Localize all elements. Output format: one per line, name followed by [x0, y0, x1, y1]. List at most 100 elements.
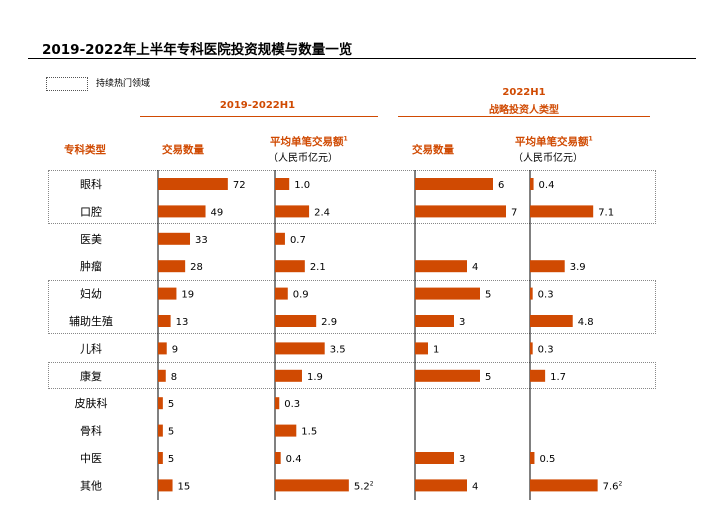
data-label-count-left: 19	[181, 290, 194, 301]
category-label: 骨科	[80, 424, 102, 438]
bar-avg-right	[530, 369, 546, 382]
bar-avg-left	[275, 479, 349, 492]
bar-avg-right	[530, 260, 565, 273]
data-label-avg-left: 0.4	[286, 454, 302, 465]
header-avg-left-unit: （人民币亿元）	[268, 153, 338, 164]
bar-count-right	[415, 260, 467, 273]
category-label: 皮肤科	[75, 396, 108, 410]
bar-count-left	[158, 397, 163, 410]
bar-avg-left	[275, 369, 302, 382]
data-label-avg-left: 1.9	[307, 372, 323, 383]
bar-count-right	[415, 205, 506, 218]
header-avg-left: 平均单笔交易额1	[270, 134, 348, 149]
bar-avg-right	[530, 452, 535, 464]
bar-count-right	[415, 342, 428, 355]
data-label-avg-right: 0.3	[538, 290, 554, 301]
data-label-avg-right: 7.62	[603, 480, 623, 492]
bar-avg-right	[530, 342, 533, 355]
bar-count-left	[158, 369, 166, 382]
data-label-count-left: 8	[171, 372, 177, 383]
data-label-avg-right: 0.4	[539, 180, 555, 191]
header-avg-right-text: 平均单笔交易额	[515, 136, 589, 148]
data-label-footnote: 2	[370, 480, 374, 487]
group-title-2019-2022h1: 2019-2022H1	[219, 100, 296, 111]
bar-avg-right	[530, 479, 598, 492]
category-label: 中医	[80, 452, 102, 465]
category-label: 眼科	[80, 177, 102, 191]
bar-avg-left	[275, 232, 285, 245]
bar-count-left	[158, 287, 177, 300]
legend-label: 持续热门领域	[96, 79, 151, 89]
bar-avg-right	[530, 205, 594, 218]
data-label-count-left: 5	[168, 454, 174, 465]
bar-count-right	[415, 287, 480, 300]
data-label-count-left: 5	[168, 399, 174, 410]
bar-count-left	[158, 232, 191, 245]
data-label-avg-left: 2.4	[314, 207, 330, 218]
bar-avg-left	[275, 205, 310, 218]
bar-count-left	[158, 424, 163, 437]
legend-swatch-hot-area	[46, 77, 88, 91]
data-label-count-right: 1	[433, 344, 439, 355]
data-label-avg-left: 1.0	[294, 180, 310, 191]
header-count-left: 交易数量	[162, 144, 204, 156]
data-label-avg-left: 5.22	[354, 480, 374, 492]
bar-avg-right	[530, 315, 573, 327]
data-label-avg-right: 0.5	[539, 454, 555, 465]
data-label-count-left: 33	[195, 235, 208, 246]
bar-count-left	[158, 479, 173, 492]
bar-count-right	[415, 369, 480, 382]
bar-avg-left	[275, 452, 281, 464]
title-divider	[28, 58, 696, 59]
category-label: 妇幼	[80, 288, 102, 301]
data-label-count-right: 4	[472, 262, 478, 273]
group-title-2022h1: 2022H1	[502, 87, 546, 98]
data-label-count-left: 72	[233, 180, 246, 191]
header-avg-left-text: 平均单笔交易额	[270, 136, 344, 148]
header-avg-right-footnote: 1	[588, 135, 593, 143]
data-label-count-left: 5	[168, 427, 174, 438]
bar-avg-left	[275, 315, 317, 327]
bar-avg-left	[275, 424, 297, 437]
data-label-avg-left: 2.9	[321, 317, 337, 328]
category-label: 辅助生殖	[69, 314, 113, 328]
data-label-count-right: 4	[472, 481, 478, 492]
hot-area-box	[48, 362, 656, 389]
data-label-footnote: 2	[619, 480, 623, 487]
bar-count-left	[158, 452, 163, 464]
data-label-avg-left: 0.9	[293, 290, 309, 301]
bar-avg-left	[275, 287, 288, 300]
data-label-avg-left: 0.3	[284, 399, 300, 410]
data-label-count-left: 28	[190, 262, 203, 273]
bar-count-left	[158, 178, 228, 190]
bar-avg-left	[275, 342, 325, 355]
bar-avg-left	[275, 178, 290, 190]
data-label-avg-left: 3.5	[330, 344, 346, 355]
bar-avg-left	[275, 260, 305, 273]
bar-count-left	[158, 315, 171, 327]
bar-count-left	[158, 205, 206, 218]
group-divider-right	[398, 116, 650, 117]
hot-area-box	[48, 280, 656, 334]
data-label-count-right: 5	[485, 290, 491, 301]
header-category: 专科类型	[64, 144, 106, 156]
category-label: 肿瘤	[80, 259, 102, 273]
data-label-avg-left: 0.7	[290, 235, 306, 246]
page-title: 2019-2022年上半年专科医院投资规模与数量一览	[42, 42, 353, 58]
data-label-avg-right: 3.9	[570, 262, 586, 273]
data-label-count-right: 6	[498, 180, 504, 191]
bar-count-right	[415, 315, 454, 327]
data-label-avg-right: 4.8	[578, 317, 594, 328]
category-label: 康复	[80, 369, 102, 383]
bar-count-right	[415, 452, 454, 464]
bar-avg-right	[530, 287, 533, 300]
data-label-count-right: 3	[459, 317, 465, 328]
data-label-count-left: 49	[211, 207, 224, 218]
header-avg-right-unit: （人民币亿元）	[513, 153, 583, 164]
data-label-avg-left: 2.1	[310, 262, 326, 273]
header-avg-left-footnote: 1	[343, 135, 348, 143]
header-avg-right: 平均单笔交易额1	[515, 134, 593, 149]
bar-count-right	[415, 479, 467, 492]
category-label: 儿科	[80, 341, 102, 355]
